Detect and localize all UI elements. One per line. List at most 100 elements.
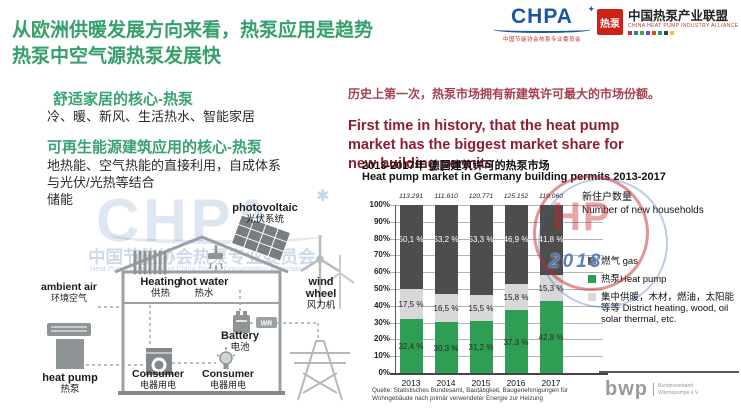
left-block1-body: 冷、暖、新风、生活热水、智能家居 (47, 109, 256, 124)
alliance-name-cn: 中国热泵产业联盟 (628, 9, 729, 23)
bar-segment-label: 53,2 % (433, 234, 459, 244)
washing-machine-icon (146, 348, 172, 375)
solar-panel-icon (230, 214, 292, 262)
bar-total-label: 120.771 (468, 193, 494, 200)
bar-segment (504, 310, 528, 373)
highlight-text-cn: 历史上第一次，热泵市场拥有新建筑许可最大的市场份额。 (348, 87, 661, 101)
label-heating: Heating 供热 (140, 276, 181, 299)
bar-total-label: 113.291 (398, 193, 424, 200)
legend-swatch (588, 257, 596, 265)
left-block2-line2: 与光伏/光热等结合 (47, 175, 155, 190)
power-tower-icon (290, 340, 350, 401)
y-axis-tick-label: 10% (373, 351, 390, 361)
chpa-wave-icon (493, 26, 591, 33)
gridline (390, 255, 603, 257)
house-energy-diagram: WR (47, 214, 355, 401)
alliance-name-en: CHINA HEAT PUMP INDUSTRY ALLIANCE (628, 23, 739, 29)
bar-segment-label: 30,3 % (433, 343, 459, 353)
bar-segment (399, 289, 423, 319)
chpa-star-icon: ✦ (587, 4, 595, 14)
y-axis-tick-label: 60% (373, 267, 390, 277)
inverter-label: WR (261, 321, 273, 328)
gridline (390, 272, 603, 274)
bar-segment-label: 15,3 % (538, 284, 564, 294)
inverter-box: WR (256, 317, 277, 328)
wind-turbine-icon (300, 235, 340, 307)
label-ambient-air: ambient air 环境空气 (40, 281, 98, 304)
chart-title-cn: 2013-2017年 德国建筑许可的热泵市场 (362, 160, 550, 172)
page-title: 从欧洲供暖发展方向来看，热泵应用是趋势 热泵中空气源热泵发展快 (12, 18, 373, 70)
bwp-separator (599, 371, 739, 373)
bwp-logo-text: bwp (605, 378, 648, 400)
legend-item: 热泵Heat pump (588, 274, 736, 285)
bar-segment (469, 205, 493, 295)
label-photovoltaic: photovoltaic 光伏系统 (232, 202, 298, 225)
bar-segment (399, 318, 423, 373)
x-axis-tick-label: 2013 (401, 378, 421, 388)
bar-segment-label: 17,5 % (398, 299, 424, 309)
bar-segment-label: 42,8 % (538, 333, 564, 343)
bar-segment-label: 41,8 % (538, 234, 564, 244)
bar-segment-label: 46,9 % (503, 234, 529, 244)
bar-segment (504, 205, 528, 284)
legend-label: 集中供暖，木材，燃油，太阳能等等 District heating, wood,… (601, 292, 735, 325)
bar-total-label: 125.152 (503, 193, 529, 200)
gridline (390, 305, 603, 307)
x-axis-tick-label: 2016 (506, 378, 526, 388)
y-axis (395, 205, 396, 373)
chart-title-en: Heat pump market in Germany building per… (362, 171, 666, 183)
bar-segment (504, 283, 528, 311)
bwp-logo: bwp Bundesverband Wärmepumpe e.V. (605, 378, 713, 401)
gridline (390, 221, 603, 223)
bar-segment-label: 16,5 % (433, 304, 459, 314)
energy-flow-lines (86, 290, 319, 366)
gridline (390, 289, 603, 290)
bar-total-label: 119.060 (538, 193, 564, 200)
x-axis-tick-label: 2015 (471, 378, 491, 388)
label-battery: Battery 电池 (221, 330, 259, 353)
x-axis (390, 373, 608, 375)
bar-segment (539, 301, 563, 373)
y-axis-tick-label: 50% (373, 284, 390, 293)
left-block2-line3: 储能 (47, 192, 74, 207)
label-consumer-2: Consumer 电器用电 (202, 368, 254, 391)
x-axis-tick-label: 2017 (541, 378, 561, 388)
bar-segment (469, 320, 493, 373)
highlight-text-en: First time in history, that the heat pum… (348, 118, 624, 172)
legend-title-en: Number of new households (582, 205, 704, 216)
stacked-bar-chart: 新住户数量 Number of new households 燃气 gas 热泵H… (360, 190, 741, 395)
title-line-2: 热泵中空气源热泵发展快 (12, 46, 222, 67)
gridline (390, 322, 603, 324)
y-axis-tick-label: 80% (373, 233, 390, 243)
legend-item: 燃气 gas (588, 256, 736, 267)
bar-segment-label: 37,3 % (503, 337, 529, 347)
legend-item: 集中供暖，木材，燃油，太阳能等等 District heating, wood,… (588, 292, 736, 325)
legend-title: 新住户数量 Number of new households (582, 191, 740, 217)
wind-turbine-small-icon (325, 255, 355, 309)
battery-icon (233, 311, 250, 333)
legend-swatch (588, 293, 596, 301)
bwp-logo-caption: Bundesverband Wärmepumpe e.V. (653, 383, 713, 396)
label-heat-pump: heat pump 热泵 (42, 372, 98, 395)
bar-segment (434, 294, 458, 323)
label-consumer-1: Consumer 电器用电 (132, 368, 184, 391)
gridline (390, 238, 603, 240)
bar-segment (399, 205, 423, 290)
left-block1-title: 舒适家居的核心-热泵 (53, 91, 193, 108)
y-axis-tick-label: 40% (373, 300, 390, 310)
label-wind-wheel: wind wheel 风力机 (305, 276, 337, 311)
y-axis-tick-label: 90% (373, 216, 390, 226)
left-block2-title: 可再生能源建筑应用的核心-热泵 (47, 139, 262, 156)
bar-total-label: 111.610 (434, 193, 458, 200)
heat-pump-unit-icon (47, 323, 91, 369)
bar-segment-label: 31,2 % (468, 342, 494, 352)
label-hot-water: hot water 热水 (179, 276, 229, 299)
bar-segment (434, 322, 458, 373)
bar-segment-label: 15,8 % (503, 293, 529, 303)
chpa-logo-caption: 中国节能协会热泵专业委员会 (502, 37, 581, 43)
radiator-icon (133, 250, 167, 275)
y-axis-tick-label: 30% (373, 317, 390, 327)
x-axis-tick-label: 2014 (436, 378, 456, 388)
left-block2-line1: 地热能、空气热能的直接利用，自成体系 (47, 158, 282, 173)
